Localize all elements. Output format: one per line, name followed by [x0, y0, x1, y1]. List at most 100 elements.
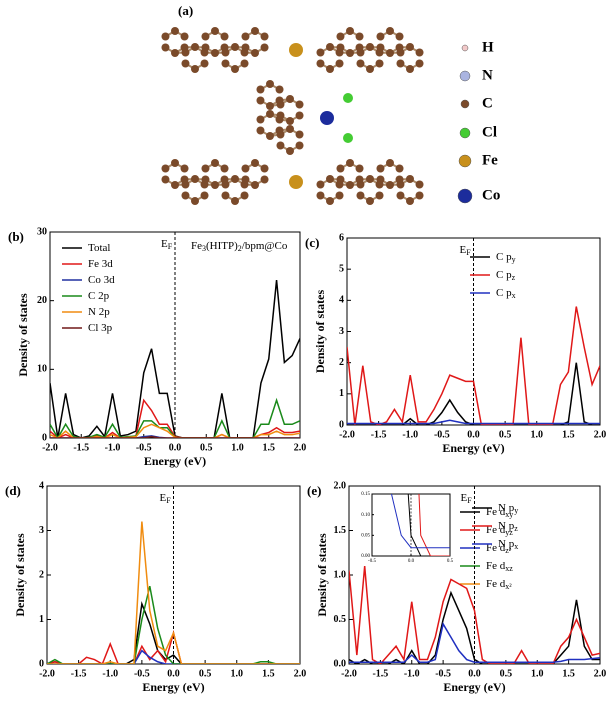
atom: [221, 180, 230, 189]
dos-line: [407, 494, 450, 556]
x-axis-label: Energy (eV): [443, 680, 505, 694]
atom: [181, 48, 190, 57]
y-tick-label: 1: [39, 614, 44, 625]
atom: [415, 59, 424, 68]
inset-x-tick-label: 0.5: [447, 559, 454, 564]
legend-label: Fe dx²: [486, 578, 512, 591]
y-tick-label: 1: [339, 388, 344, 399]
atom: [266, 132, 274, 140]
atom: [231, 175, 239, 183]
atom: [256, 115, 265, 124]
dos-line: [47, 601, 300, 664]
legend-swatch: [458, 154, 472, 168]
legend-name: Total: [88, 242, 110, 254]
x-tick-label: 0.5: [499, 429, 512, 440]
atom: [356, 48, 365, 57]
atom: [221, 59, 230, 68]
y-tick-label: 0: [339, 419, 344, 430]
x-tick-label: -1.0: [105, 442, 121, 453]
subscript: z: [512, 273, 516, 282]
y-tick-label: 20: [37, 295, 47, 306]
atom: [376, 32, 385, 41]
atom: [161, 43, 170, 52]
atom: [326, 197, 334, 205]
legend-name: Fe d: [486, 560, 506, 572]
x-tick-label: -0.5: [435, 668, 451, 679]
y-tick-label: 0: [39, 658, 44, 669]
y-tick-label: 1.0: [334, 569, 347, 580]
subscript: F: [168, 242, 173, 251]
y-tick-label: 6: [339, 232, 344, 243]
legend-swatch: [461, 44, 469, 52]
atom: [356, 180, 365, 189]
y-tick-label: 0.5: [334, 614, 347, 625]
atom: [251, 49, 259, 57]
fermi-label: EF: [460, 244, 472, 257]
atom: [191, 65, 199, 73]
atom: [181, 180, 190, 189]
fermi-label: EF: [461, 492, 473, 505]
legend-label: N px: [498, 538, 518, 551]
x-tick-label: -2.0: [42, 442, 58, 453]
atom: [376, 164, 385, 173]
y-tick-label: 1.5: [334, 525, 347, 536]
y-tick-label: 2: [339, 357, 344, 368]
x-tick-label: 1.5: [562, 668, 575, 679]
atom: [316, 48, 325, 57]
plot-frame: [346, 237, 601, 426]
x-tick-label: -1.0: [402, 429, 418, 440]
atom: [366, 175, 374, 183]
x-tick-label: 2.0: [294, 442, 307, 453]
atom: [275, 85, 284, 94]
atom: [181, 59, 190, 68]
atom: [386, 181, 394, 189]
fermi-label: EF: [160, 492, 172, 505]
x-tick-label: -1.5: [73, 442, 89, 453]
atom: [366, 43, 374, 51]
atom: [276, 141, 285, 150]
inset-y-tick-label: 0.00: [361, 554, 370, 559]
atom: [346, 159, 354, 167]
panel-label: (a): [178, 3, 193, 18]
fermi-label-main: E: [161, 238, 168, 250]
atom: [191, 197, 199, 205]
atom: [256, 85, 265, 94]
panel-title: Fe3(HITP)2/bpm@Co: [191, 240, 288, 253]
atom: [221, 48, 230, 57]
atom: [375, 59, 384, 68]
atom: [266, 80, 274, 88]
x-axis-label: Energy (eV): [144, 454, 206, 468]
legend-label: N pz: [498, 520, 518, 533]
x-axis-label: Energy (eV): [442, 441, 504, 455]
atom: [260, 32, 269, 41]
subscript: F: [166, 496, 171, 505]
atom: [320, 111, 334, 125]
subscript: F: [466, 248, 471, 257]
atom: [316, 191, 325, 200]
atom: [241, 43, 250, 52]
x-tick-label: 1.0: [231, 668, 244, 679]
legend-label: Co: [482, 187, 500, 203]
atom: [200, 59, 209, 68]
y-tick-label: 10: [37, 364, 47, 375]
x-tick-label: -1.5: [71, 668, 87, 679]
legend-label: C py: [496, 251, 516, 264]
legend-label: Fe 3d: [88, 258, 113, 270]
atom: [201, 175, 210, 184]
dos-line: [347, 419, 600, 425]
atom: [346, 181, 354, 189]
atom: [366, 197, 374, 205]
y-axis-label: Density of states: [313, 290, 327, 374]
x-tick-label: -2.0: [341, 668, 357, 679]
legend-name: N p: [498, 520, 515, 532]
legend-label: N 2p: [88, 306, 110, 318]
subscript: x: [512, 291, 516, 300]
atom: [266, 110, 274, 118]
legend-name: C p: [496, 287, 512, 299]
atom: [396, 48, 405, 57]
atom: [335, 191, 344, 200]
legend-label: Fe: [482, 152, 498, 168]
x-tick-label: 0.0: [467, 429, 480, 440]
atom: [356, 191, 365, 200]
